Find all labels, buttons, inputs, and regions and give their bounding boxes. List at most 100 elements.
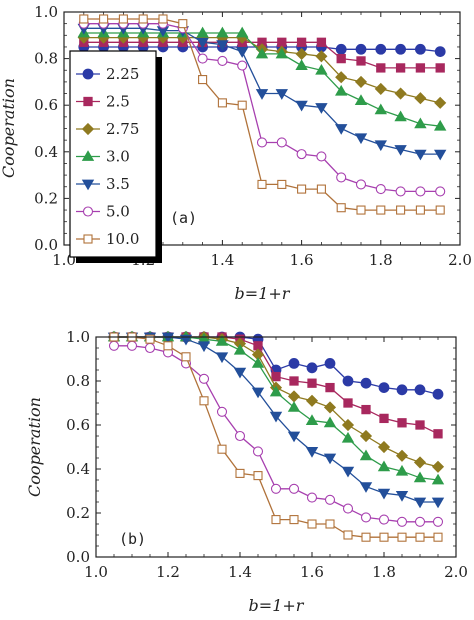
data-point [256, 137, 268, 148]
data-point [217, 98, 227, 108]
legend-marker [81, 150, 95, 161]
data-point [354, 94, 368, 105]
data-point [306, 362, 318, 374]
data-point [323, 453, 337, 465]
data-point [374, 140, 387, 152]
data-point [145, 334, 155, 344]
data-point [269, 385, 283, 397]
panel-b-plot-frame [95, 336, 457, 558]
data-point [375, 43, 387, 55]
data-point [236, 47, 249, 58]
legend-label: 3.5 [106, 175, 130, 193]
data-point [414, 117, 427, 129]
data-point [359, 429, 373, 443]
data-point [144, 342, 156, 354]
data-point [360, 377, 372, 389]
legend-marker [81, 179, 95, 191]
data-point [414, 149, 427, 161]
data-point [431, 497, 445, 509]
data-point [343, 398, 353, 408]
legend-label: 2.25 [106, 65, 139, 83]
legend-label: 2.5 [106, 93, 130, 111]
data-point [277, 179, 287, 189]
data-point [270, 483, 282, 494]
data-point [341, 431, 355, 443]
data-point [378, 382, 390, 394]
data-point [336, 53, 346, 64]
data-point [374, 103, 387, 115]
data-point [379, 413, 389, 424]
y-tick-label: 0.0 [66, 548, 90, 566]
data-point [431, 460, 445, 473]
data-point [360, 512, 372, 523]
data-point [433, 532, 443, 542]
legend-item: 2.5 [76, 93, 130, 111]
data-point [234, 430, 246, 442]
data-point [434, 119, 447, 131]
data-point [395, 43, 407, 55]
data-point [79, 14, 89, 24]
data-point [315, 63, 328, 75]
data-point [433, 429, 443, 439]
data-point [99, 14, 109, 24]
data-point [252, 446, 264, 457]
data-point [336, 172, 347, 183]
data-point [359, 449, 373, 461]
data-point [197, 53, 208, 64]
data-point [414, 92, 427, 105]
data-point [325, 519, 335, 529]
panel-a-y-axis-label: Cooperation [0, 78, 18, 178]
x-tick-label: 1.6 [290, 251, 314, 269]
data-point [215, 335, 229, 346]
legend-marker [82, 68, 94, 80]
data-point [435, 63, 445, 73]
legend-item: 10.0 [76, 230, 139, 248]
data-point [354, 133, 368, 145]
x-tick-label: 2.0 [444, 563, 468, 581]
data-point [325, 382, 335, 393]
data-point [377, 460, 391, 472]
legend-item: 2.25 [76, 65, 139, 83]
data-point [376, 63, 386, 73]
data-point [415, 205, 425, 215]
series-5-0 [108, 340, 444, 527]
data-point [295, 59, 308, 70]
y-tick-label: 0.4 [34, 143, 58, 161]
data-point [335, 84, 348, 96]
data-point [307, 519, 317, 529]
data-point [237, 100, 247, 110]
panel-b-x-axis-label: b=1+r [249, 596, 305, 615]
data-point [355, 43, 367, 55]
data-point [289, 376, 299, 386]
data-point [374, 82, 387, 95]
data-point [415, 532, 425, 542]
data-point [397, 418, 407, 428]
data-point [163, 341, 173, 351]
data-point [269, 411, 283, 423]
x-tick-label: 1.6 [300, 563, 324, 581]
panel-a-axes-ticks: 1.01.21.41.61.82.00.00.20.40.60.81.0 [34, 3, 472, 269]
data-point [287, 431, 301, 443]
data-point [305, 394, 319, 407]
data-point [355, 179, 367, 190]
data-point [217, 55, 228, 66]
data-point [289, 515, 299, 525]
data-point [161, 332, 175, 344]
x-tick-label: 1.8 [372, 563, 396, 581]
data-point [198, 75, 208, 85]
data-point [434, 149, 447, 161]
x-tick-label: 1.0 [84, 563, 108, 581]
data-point [361, 532, 371, 542]
data-point [415, 63, 426, 73]
data-point [343, 530, 353, 540]
data-point [377, 488, 391, 500]
panel-b-axes-ticks: 1.0 1.2 1.4 1.6 1.8 2.0 0.0 0.2 0.4 0.6 0.8 1.0 [66, 328, 468, 581]
data-point [335, 71, 348, 84]
data-point [126, 340, 138, 351]
y-tick-label: 0.0 [34, 236, 58, 254]
data-point [316, 37, 327, 47]
data-point [396, 205, 406, 215]
panel-b-series [107, 330, 445, 542]
data-point [324, 357, 336, 369]
